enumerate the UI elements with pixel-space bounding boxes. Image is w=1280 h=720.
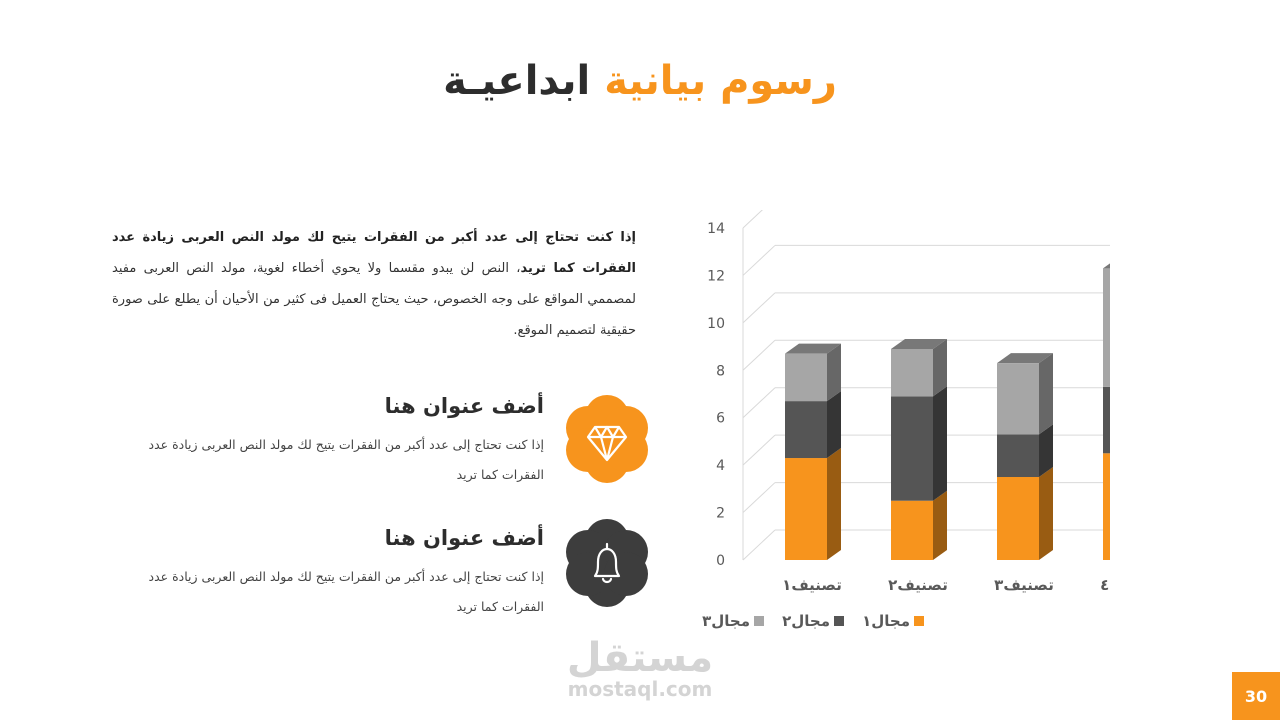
bar-segment-top [997,353,1053,364]
y-tick-label: 8 [716,363,725,379]
grid-line [742,434,776,466]
title-main: ابداعيـة [443,58,591,104]
intro-body: ، النص لن يبدو مقسما ولا يحوي أخطاء لغوي… [112,261,636,338]
page-number: 30 [1232,672,1280,720]
legend-label: مجال١ [862,612,910,630]
x-tick-label: تصنيف٢ [888,576,948,594]
bar-segment [1103,386,1110,454]
feature-item: أضف عنوان هنا إذا كنت تحتاج إلى عدد أكبر… [112,519,652,626]
bar-segment-side [933,490,947,560]
watermark-arabic: مستقل [566,635,714,681]
x-tick-label: تصنيف١ [782,576,842,594]
y-tick-label: 6 [716,411,725,427]
bell-icon [562,518,652,608]
title-accent: رسوم بيانية [604,58,837,104]
feature-description: إذا كنت تحتاج إلى عدد أكبر من الفقرات يت… [148,569,544,614]
feature-title: أضف عنوان هنا [384,394,544,418]
feature-description: إذا كنت تحتاج إلى عدد أكبر من الفقرات يت… [148,437,544,482]
bar-segment [785,353,827,402]
y-tick-label: 2 [716,506,725,522]
intro-paragraph: إذا كنت تحتاج إلى عدد أكبر من الفقرات يت… [112,222,636,346]
bar-segment-side [827,391,841,459]
stacked-bar-chart: 0 2 4 6 8 10 12 14 تصنيف١ تصنيف٢ تصنيف٣ تصنيف٤ مجا… [702,210,1110,630]
bar-segment [997,363,1039,435]
grid-line [742,339,776,371]
bar-segment-side [933,338,947,397]
bar-segment [997,477,1039,560]
bar-segment-top [1103,263,1110,269]
bar-segment-side [1039,467,1053,560]
bars [785,263,1110,560]
x-tick-label: تصنيف٤ [1100,576,1110,594]
legend-swatch [914,616,924,626]
bar-segment [1103,453,1110,560]
grid-line [742,292,776,324]
bar-segment-side [827,448,841,560]
y-axis: 0 2 4 6 8 10 12 14 [707,221,725,569]
y-tick-label: 0 [716,553,725,569]
y-tick-label: 4 [716,458,725,474]
legend-label: مجال٣ [702,612,750,630]
intro-bold-lead: إذا كنت تحتاج إلى عدد أكبر من الفقرات يت… [112,230,636,276]
bar-segment [785,401,827,459]
legend-label: مجال٢ [782,612,830,630]
feature-title: أضف عنوان هنا [384,526,544,550]
x-axis: تصنيف١ تصنيف٢ تصنيف٣ تصنيف٤ [782,576,1110,594]
bar-segment-top [891,338,947,349]
bar-segment-side [933,386,947,501]
grid-line [742,482,776,513]
grid-line [742,210,763,229]
grid-line [742,529,776,561]
bar-segment-side [827,343,841,402]
grid-line [742,387,776,419]
watermark-latin: mostaql.com [567,677,713,701]
y-tick-label: 10 [707,316,725,332]
page-title: رسوم بيانية ابداعيـة [0,58,1280,104]
grid-line [742,245,776,276]
bar-segment-side [1039,353,1053,435]
feature-item: أضف عنوان هنا إذا كنت تحتاج إلى عدد أكبر… [112,394,652,494]
bar-segment [997,434,1039,477]
chart-legend: مجال١ مجال٢ مجال٣ [702,612,924,630]
y-tick-label: 14 [707,221,725,237]
legend-swatch [834,616,844,626]
bar-segment [785,458,827,560]
watermark: مستقل mostaql.com [560,638,720,700]
x-tick-label: تصنيف٣ [994,576,1054,594]
bar-segment-top [785,343,841,354]
bar-segment-side [1039,424,1053,477]
y-tick-label: 12 [707,268,725,284]
legend-swatch [754,616,764,626]
bar-segment [891,396,933,501]
bar-segment [891,500,933,560]
bar-segment [891,348,933,397]
diamond-icon [562,394,652,484]
bar-segment [1103,268,1110,387]
